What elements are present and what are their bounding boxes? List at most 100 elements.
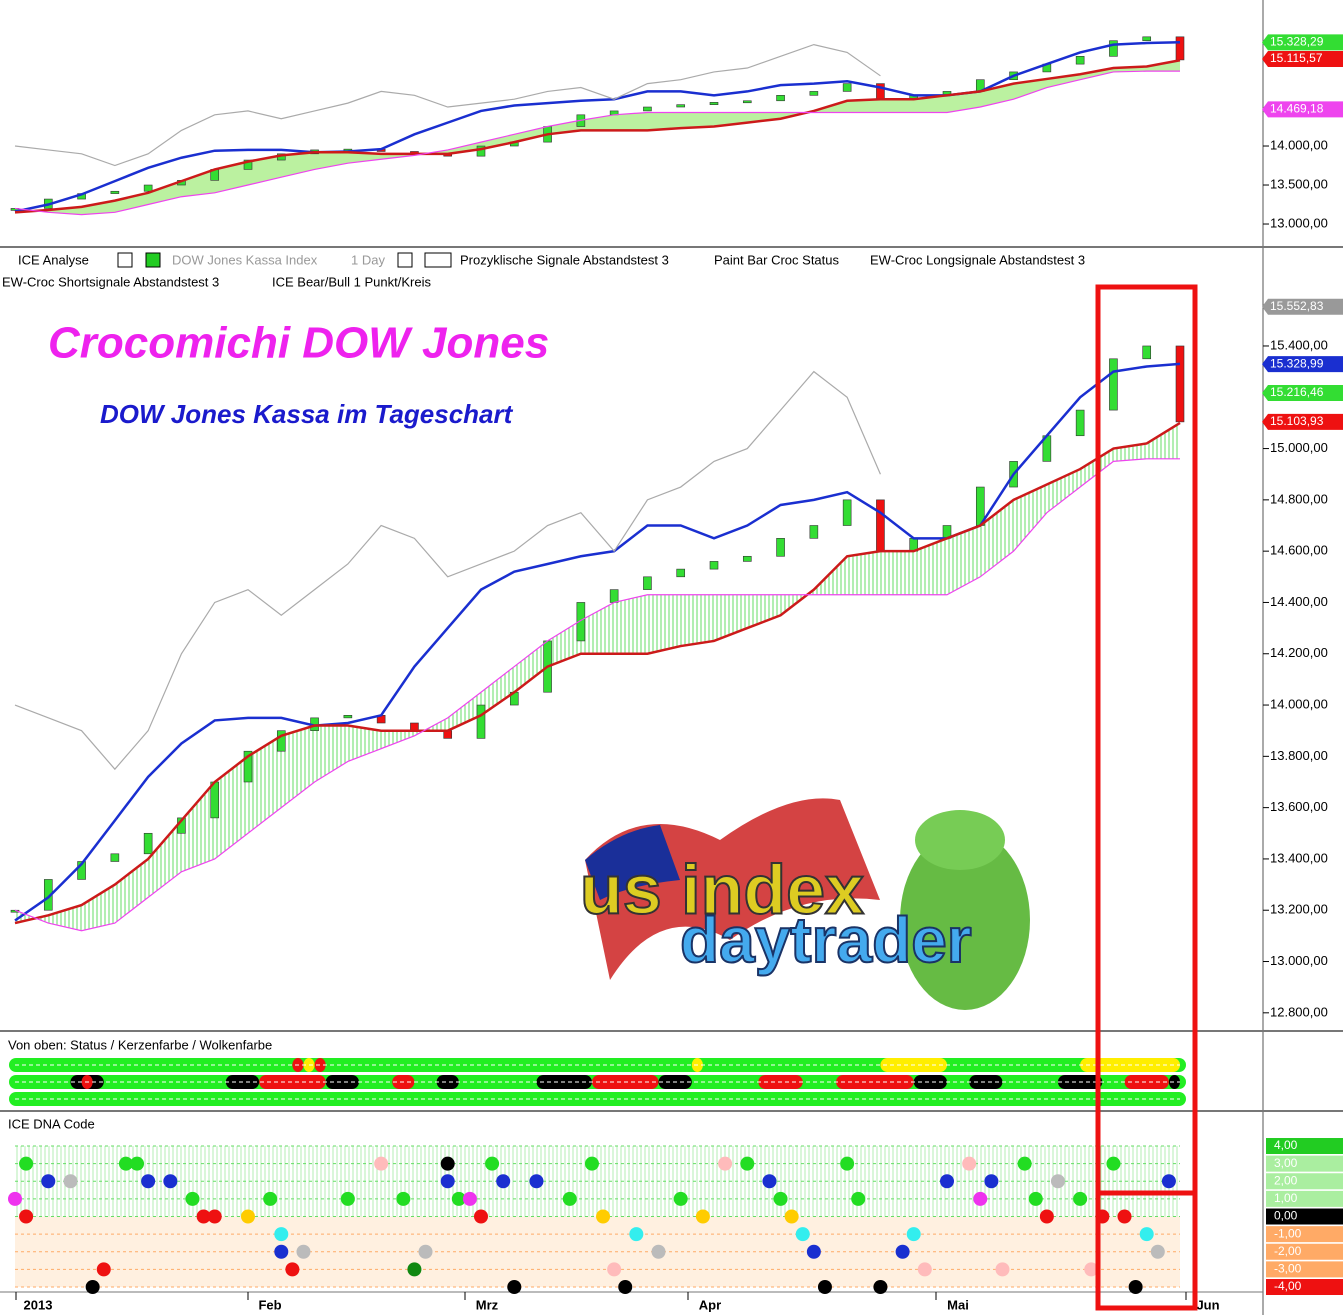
dna-dot (940, 1174, 954, 1189)
dna-dot (773, 1191, 788, 1206)
panel-title: ICE DNA Code (8, 1116, 95, 1131)
series-line (14, 362, 1181, 922)
candle (709, 102, 719, 105)
candle (476, 704, 486, 739)
dna-dot (584, 1156, 599, 1171)
dna-dot (485, 1156, 500, 1171)
dna-dot (962, 1156, 977, 1171)
y-tick-label: 14.000,00 (1270, 696, 1328, 711)
candle (1142, 36, 1152, 42)
x-tick-label: Mai (947, 1297, 969, 1312)
price-tag (1262, 413, 1343, 430)
dna-dot (1139, 1227, 1154, 1242)
candle (143, 184, 153, 192)
dna-dot (185, 1191, 200, 1206)
y-tick-label: 12.800,00 (1270, 1004, 1328, 1019)
dna-dot (817, 1280, 832, 1295)
dna-dot (130, 1156, 145, 1171)
toolbar-item: Paint Bar Croc Status (714, 252, 839, 267)
dna-dot (596, 1209, 611, 1224)
dna-dot (19, 1156, 34, 1171)
y-tick-label: 13.500,00 (1270, 176, 1328, 191)
status-segment (836, 1075, 914, 1089)
dna-dot (440, 1174, 455, 1189)
dna-dot (274, 1227, 289, 1242)
y-tick-label: 13.800,00 (1270, 748, 1328, 763)
dna-dot (241, 1209, 255, 1224)
x-tick-label: Jun (1196, 1297, 1219, 1312)
candle (709, 561, 719, 570)
dna-dot (784, 1209, 799, 1224)
dna-dot (851, 1191, 866, 1206)
series-line (14, 43, 881, 167)
logo-text: daytrader (680, 904, 972, 976)
dna-dot (118, 1156, 133, 1171)
y-tick-label: 14.800,00 (1270, 491, 1328, 506)
y-tick-label: 0,00 (1274, 1209, 1298, 1223)
dna-dot (629, 1227, 644, 1242)
candle (809, 91, 819, 96)
dna-dot (19, 1209, 34, 1224)
y-tick-badge (1266, 1138, 1343, 1155)
candle (842, 83, 852, 92)
dna-dot (496, 1174, 511, 1189)
candle (742, 100, 752, 104)
dropdown-icon[interactable] (424, 252, 452, 268)
y-tick-label: 2,00 (1274, 1173, 1298, 1187)
status-segment (913, 1075, 947, 1089)
y-tick-label: 13.000,00 (1270, 215, 1328, 230)
toolbar-item: Prozyklische Signale Abstandstest 3 (460, 252, 669, 267)
candle (643, 106, 652, 112)
dna-dot (8, 1191, 22, 1206)
color-icon[interactable] (145, 252, 161, 268)
candle (676, 104, 686, 108)
candle (476, 145, 486, 157)
dna-dot (1117, 1209, 1132, 1224)
toolbar-item: DOW Jones Kassa Index (172, 252, 318, 267)
dropdown-icon[interactable] (117, 252, 133, 268)
status-segment (325, 1075, 359, 1089)
dna-dot (762, 1174, 777, 1189)
y-tick-label: 14.600,00 (1270, 543, 1328, 558)
y-tick-label: -3,00 (1274, 1262, 1302, 1276)
y-tick-badge (1266, 1208, 1343, 1225)
highlight-box (1095, 1190, 1198, 1311)
dna-dot (296, 1244, 311, 1259)
candle (776, 538, 785, 557)
dna-dot (207, 1209, 222, 1224)
dna-dot (1028, 1191, 1043, 1206)
candle (876, 499, 885, 552)
dna-dot (440, 1156, 455, 1171)
status-segment (436, 1075, 459, 1089)
price-tag (1262, 298, 1343, 315)
dna-dot (618, 1280, 633, 1295)
candle (776, 95, 785, 102)
dna-dot (651, 1244, 666, 1259)
dna-dot (1084, 1262, 1099, 1277)
series-line (14, 58, 1181, 214)
dna-dot (407, 1262, 422, 1277)
dropdown-icon[interactable] (397, 252, 413, 268)
y-tick-label: 14.200,00 (1270, 645, 1328, 660)
dna-dot (418, 1244, 433, 1259)
candle (210, 781, 220, 819)
flag-canton (585, 825, 680, 900)
panel-title: Von oben: Status / Kerzenfarbe / Wolkenf… (8, 1037, 272, 1052)
candle (110, 853, 120, 862)
price-tag (1262, 385, 1343, 402)
plot-layer: 12.800,00 13.000,00 13.200,00 13.400,00 13.6… (8, 34, 1343, 1312)
logo-text: us index (580, 850, 864, 928)
price-tag-label: 15.328,29 (1270, 35, 1324, 49)
dna-dot (906, 1227, 921, 1242)
x-tick-label: Feb (258, 1297, 281, 1312)
candle (1109, 358, 1118, 411)
dna-dot (340, 1191, 355, 1206)
candle (77, 861, 86, 880)
status-segment (314, 1058, 326, 1072)
x-tick-label: Apr (699, 1297, 721, 1312)
y-tick-badge (1266, 1155, 1343, 1172)
price-tag (1262, 34, 1343, 51)
y-tick-label: -2,00 (1274, 1244, 1302, 1258)
dna-dot (984, 1174, 999, 1189)
dna-dot (740, 1156, 755, 1171)
